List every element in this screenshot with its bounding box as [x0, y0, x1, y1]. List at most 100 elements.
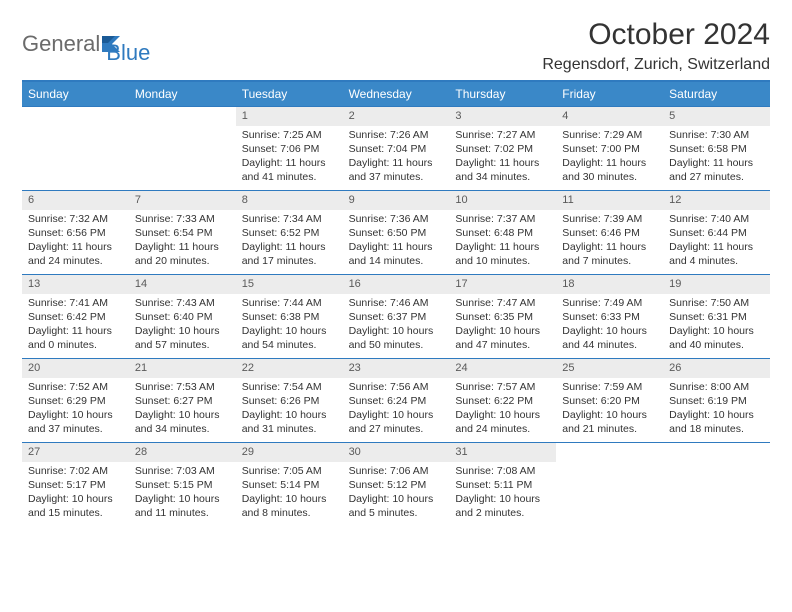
sunrise-line: Sunrise: 7:02 AM	[28, 464, 123, 478]
sunset-line: Sunset: 6:33 PM	[562, 310, 657, 324]
calendar-grid: SundayMondayTuesdayWednesdayThursdayFrid…	[22, 80, 770, 526]
calendar-cell: 18Sunrise: 7:49 AMSunset: 6:33 PMDayligh…	[556, 274, 663, 358]
sunrise-line: Sunrise: 7:05 AM	[242, 464, 337, 478]
sunrise-line: Sunrise: 7:32 AM	[28, 212, 123, 226]
sunset-line: Sunset: 6:19 PM	[669, 394, 764, 408]
daylight-line: Daylight: 11 hours and 27 minutes.	[669, 156, 764, 184]
cell-body: Sunrise: 7:52 AMSunset: 6:29 PMDaylight:…	[22, 380, 129, 437]
calendar-cell: 28Sunrise: 7:03 AMSunset: 5:15 PMDayligh…	[129, 442, 236, 526]
sunset-line: Sunset: 6:27 PM	[135, 394, 230, 408]
sunset-line: Sunset: 6:37 PM	[349, 310, 444, 324]
cell-body: Sunrise: 7:43 AMSunset: 6:40 PMDaylight:…	[129, 296, 236, 353]
sunset-line: Sunset: 5:12 PM	[349, 478, 444, 492]
sunrise-line: Sunrise: 7:57 AM	[455, 380, 550, 394]
day-number: 17	[449, 275, 556, 294]
logo: General Blue	[22, 18, 150, 66]
day-number: 26	[663, 359, 770, 378]
cell-body: Sunrise: 7:05 AMSunset: 5:14 PMDaylight:…	[236, 464, 343, 521]
sunset-line: Sunset: 6:29 PM	[28, 394, 123, 408]
day-number: 16	[343, 275, 450, 294]
calendar-cell: 29Sunrise: 7:05 AMSunset: 5:14 PMDayligh…	[236, 442, 343, 526]
sunrise-line: Sunrise: 7:43 AM	[135, 296, 230, 310]
dow-header: Friday	[556, 82, 663, 106]
calendar-cell: 22Sunrise: 7:54 AMSunset: 6:26 PMDayligh…	[236, 358, 343, 442]
sunset-line: Sunset: 6:52 PM	[242, 226, 337, 240]
day-number: 7	[129, 191, 236, 210]
cell-body: Sunrise: 7:56 AMSunset: 6:24 PMDaylight:…	[343, 380, 450, 437]
month-title: October 2024	[542, 18, 770, 52]
sunrise-line: Sunrise: 7:41 AM	[28, 296, 123, 310]
daylight-line: Daylight: 10 hours and 54 minutes.	[242, 324, 337, 352]
sunrise-line: Sunrise: 7:49 AM	[562, 296, 657, 310]
sunrise-line: Sunrise: 7:50 AM	[669, 296, 764, 310]
cell-body: Sunrise: 7:59 AMSunset: 6:20 PMDaylight:…	[556, 380, 663, 437]
daylight-line: Daylight: 10 hours and 31 minutes.	[242, 408, 337, 436]
calendar-cell: 2 Sunrise: 7:26 AMSunset: 7:04 PMDaylight…	[343, 106, 450, 190]
sunset-line: Sunset: 5:11 PM	[455, 478, 550, 492]
calendar-cell: 20 Sunrise: 7:52 AMSunset: 6:29 PMDayligh…	[22, 358, 129, 442]
dow-header: Thursday	[449, 82, 556, 106]
day-number: 9	[343, 191, 450, 210]
day-number: 4	[556, 107, 663, 126]
sunset-line: Sunset: 6:58 PM	[669, 142, 764, 156]
daylight-line: Daylight: 10 hours and 5 minutes.	[349, 492, 444, 520]
day-number: 20	[22, 359, 129, 378]
sunset-line: Sunset: 6:50 PM	[349, 226, 444, 240]
daylight-line: Daylight: 10 hours and 44 minutes.	[562, 324, 657, 352]
calendar-cell: 13Sunrise: 7:41 AMSunset: 6:42 PMDayligh…	[22, 274, 129, 358]
day-number: 8	[236, 191, 343, 210]
day-number: 21	[129, 359, 236, 378]
cell-body: Sunrise: 8:00 AMSunset: 6:19 PMDaylight:…	[663, 380, 770, 437]
daylight-line: Daylight: 10 hours and 24 minutes.	[455, 408, 550, 436]
cell-body: Sunrise: 7:03 AMSunset: 5:15 PMDaylight:…	[129, 464, 236, 521]
cell-body: Sunrise: 7:36 AMSunset: 6:50 PMDaylight:…	[343, 212, 450, 269]
cell-body: Sunrise: 7:25 AMSunset: 7:06 PMDaylight:…	[236, 128, 343, 185]
daylight-line: Daylight: 10 hours and 11 minutes.	[135, 492, 230, 520]
sunrise-line: Sunrise: 7:36 AM	[349, 212, 444, 226]
dow-header: Saturday	[663, 82, 770, 106]
title-block: October 2024 Regensdorf, Zurich, Switzer…	[542, 18, 770, 74]
cell-body: Sunrise: 7:26 AMSunset: 7:04 PMDaylight:…	[343, 128, 450, 185]
sunrise-line: Sunrise: 7:54 AM	[242, 380, 337, 394]
day-number: 1	[236, 107, 343, 126]
day-number: 3	[449, 107, 556, 126]
calendar-cell	[129, 106, 236, 190]
sunrise-line: Sunrise: 7:34 AM	[242, 212, 337, 226]
sunset-line: Sunset: 6:40 PM	[135, 310, 230, 324]
calendar-cell: 16 Sunrise: 7:46 AMSunset: 6:37 PMDayligh…	[343, 274, 450, 358]
header: General Blue October 2024 Regensdorf, Zu…	[22, 18, 770, 74]
calendar-cell: 1 Sunrise: 7:25 AMSunset: 7:06 PMDaylight…	[236, 106, 343, 190]
cell-body: Sunrise: 7:37 AMSunset: 6:48 PMDaylight:…	[449, 212, 556, 269]
cell-body: Sunrise: 7:41 AMSunset: 6:42 PMDaylight:…	[22, 296, 129, 353]
calendar-cell: 3Sunrise: 7:27 AMSunset: 7:02 PMDaylight…	[449, 106, 556, 190]
calendar-cell: 17Sunrise: 7:47 AMSunset: 6:35 PMDayligh…	[449, 274, 556, 358]
daylight-line: Daylight: 10 hours and 57 minutes.	[135, 324, 230, 352]
cell-body: Sunrise: 7:46 AMSunset: 6:37 PMDaylight:…	[343, 296, 450, 353]
calendar-cell: 26 Sunrise: 8:00 AMSunset: 6:19 PMDayligh…	[663, 358, 770, 442]
cell-body: Sunrise: 7:33 AMSunset: 6:54 PMDaylight:…	[129, 212, 236, 269]
sunrise-line: Sunrise: 7:25 AM	[242, 128, 337, 142]
sunrise-line: Sunrise: 7:59 AM	[562, 380, 657, 394]
sunset-line: Sunset: 7:02 PM	[455, 142, 550, 156]
sunrise-line: Sunrise: 7:30 AM	[669, 128, 764, 142]
sunrise-line: Sunrise: 7:06 AM	[349, 464, 444, 478]
calendar-cell	[556, 442, 663, 526]
calendar-cell: 27Sunrise: 7:02 AMSunset: 5:17 PMDayligh…	[22, 442, 129, 526]
day-number: 2	[343, 107, 450, 126]
calendar-cell: 9 Sunrise: 7:36 AMSunset: 6:50 PMDaylight…	[343, 190, 450, 274]
calendar-cell: 25 Sunrise: 7:59 AMSunset: 6:20 PMDayligh…	[556, 358, 663, 442]
cell-body: Sunrise: 7:29 AMSunset: 7:00 PMDaylight:…	[556, 128, 663, 185]
day-number: 25	[556, 359, 663, 378]
day-number: 14	[129, 275, 236, 294]
calendar-cell	[22, 106, 129, 190]
sunrise-line: Sunrise: 7:39 AM	[562, 212, 657, 226]
sunrise-line: Sunrise: 7:40 AM	[669, 212, 764, 226]
daylight-line: Daylight: 10 hours and 21 minutes.	[562, 408, 657, 436]
daylight-line: Daylight: 11 hours and 10 minutes.	[455, 240, 550, 268]
sunset-line: Sunset: 6:20 PM	[562, 394, 657, 408]
cell-body: Sunrise: 7:49 AMSunset: 6:33 PMDaylight:…	[556, 296, 663, 353]
sunset-line: Sunset: 6:42 PM	[28, 310, 123, 324]
sunrise-line: Sunrise: 8:00 AM	[669, 380, 764, 394]
daylight-line: Daylight: 11 hours and 20 minutes.	[135, 240, 230, 268]
cell-body: Sunrise: 7:06 AMSunset: 5:12 PMDaylight:…	[343, 464, 450, 521]
